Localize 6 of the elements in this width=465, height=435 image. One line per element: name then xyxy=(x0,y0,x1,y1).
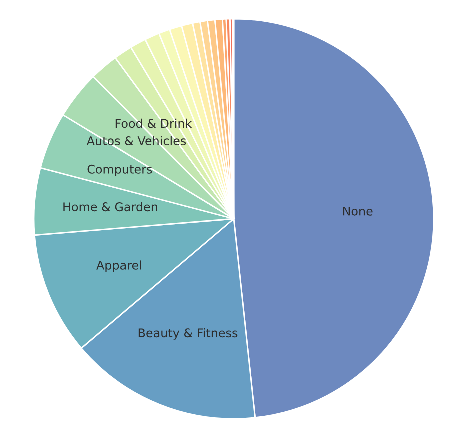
slice-label: Beauty & Fitness xyxy=(138,328,238,340)
slice-label: None xyxy=(343,206,373,216)
slice-label: Food & Drink xyxy=(116,118,192,128)
slice-label: Computers xyxy=(88,164,152,176)
slice-label: Apparel xyxy=(96,260,142,272)
slice-label: Home & Garden xyxy=(64,202,158,212)
